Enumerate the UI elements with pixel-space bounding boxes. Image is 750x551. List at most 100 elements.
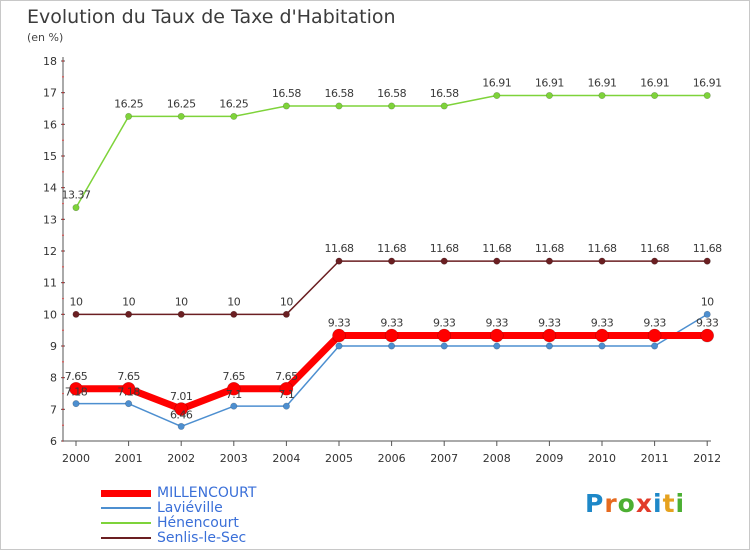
data-point-millencourt (69, 381, 83, 396)
y-tick-label: 15 (43, 150, 57, 163)
data-point-millencourt (595, 328, 609, 343)
data-point-henencourt (177, 112, 185, 120)
data-point-senlis-le-sec (72, 310, 80, 318)
data-point-lavieville (598, 342, 606, 350)
data-label-millencourt: 9.33 (696, 317, 719, 330)
data-point-senlis-le-sec (282, 310, 290, 318)
data-label-senlis-le-sec: 10 (280, 295, 293, 308)
data-point-lavieville (493, 342, 501, 350)
data-label-henencourt: 13.37 (62, 189, 91, 202)
y-minor-mark (62, 297, 64, 300)
data-label-senlis-le-sec: 10 (175, 295, 188, 308)
data-label-millencourt: 9.33 (328, 317, 351, 330)
data-label-senlis-le-sec: 10 (122, 295, 135, 308)
legend-swatch (101, 507, 151, 509)
data-label-henencourt: 16.25 (167, 97, 196, 110)
data-label-henencourt: 16.91 (588, 77, 617, 90)
data-point-millencourt (489, 328, 504, 343)
data-point-senlis-le-sec (545, 257, 553, 265)
data-point-millencourt (227, 381, 241, 396)
y-minor-mark (62, 155, 64, 157)
data-point-henencourt (335, 102, 343, 110)
data-label-henencourt: 16.58 (325, 87, 354, 100)
logo-letter: i (653, 489, 663, 518)
data-point-senlis-le-sec (651, 257, 659, 265)
data-label-henencourt: 16.58 (272, 87, 301, 100)
y-tick-label: 13 (43, 213, 57, 226)
data-point-millencourt (121, 381, 136, 396)
data-point-lavieville (703, 310, 711, 318)
x-tick-label: 2011 (641, 452, 669, 465)
data-label-millencourt: 9.33 (538, 317, 561, 330)
y-minor-mark (62, 281, 64, 284)
y-tick-label: 16 (43, 118, 57, 131)
y-tick-label: 14 (43, 182, 57, 195)
data-point-millencourt (279, 381, 294, 396)
data-point-senlis-le-sec (335, 257, 343, 265)
y-minor-mark (62, 107, 64, 110)
data-point-senlis-le-sec (703, 257, 711, 265)
y-tick-label: 12 (43, 245, 57, 258)
y-minor-mark (62, 329, 64, 331)
y-tick-label: 9 (50, 340, 57, 353)
data-label-senlis-le-sec: 11.68 (535, 242, 564, 255)
chart-title: Evolution du Taux de Taxe d'Habitation (27, 6, 396, 28)
data-label-millencourt: 7.01 (170, 390, 193, 403)
data-label-lavieville: 7.1 (278, 388, 294, 401)
legend-swatch (101, 522, 151, 524)
data-point-henencourt (545, 92, 553, 100)
data-label-henencourt: 16.91 (535, 77, 564, 90)
y-tick-label: 17 (43, 87, 57, 100)
data-label-senlis-le-sec: 11.68 (482, 242, 511, 255)
data-label-millencourt: 9.33 (433, 317, 456, 330)
data-point-henencourt (703, 92, 711, 100)
x-tick-label: 2012 (693, 452, 721, 465)
data-label-senlis-le-sec: 11.68 (325, 242, 354, 255)
y-tick-label: 11 (43, 277, 57, 290)
y-tick-label: 7 (50, 403, 57, 416)
data-point-henencourt (388, 102, 396, 110)
y-minor-mark (62, 345, 64, 347)
data-point-lavieville (388, 342, 396, 350)
legend-label: Senlis-le-Sec (157, 530, 247, 546)
y-minor-mark (62, 60, 64, 62)
y-minor-mark (62, 234, 64, 236)
y-minor-mark (62, 266, 64, 268)
data-point-lavieville (335, 342, 343, 350)
y-minor-mark (62, 376, 64, 379)
data-label-senlis-le-sec: 10 (227, 295, 240, 308)
data-label-henencourt: 16.58 (430, 87, 459, 100)
data-point-henencourt (125, 112, 133, 120)
x-tick-label: 2009 (535, 452, 563, 465)
data-label-lavieville: 10 (701, 295, 714, 308)
logo-letter: P (585, 489, 605, 518)
legend-item: MILLENCOURT (101, 485, 361, 501)
chart-unit-label: (en %) (27, 31, 64, 44)
data-point-henencourt (493, 92, 501, 100)
data-point-senlis-le-sec (440, 257, 448, 265)
data-label-senlis-le-sec: 11.68 (377, 242, 406, 255)
y-minor-mark (62, 408, 64, 411)
data-label-henencourt: 16.91 (482, 77, 511, 90)
y-minor-mark (62, 392, 64, 395)
data-point-millencourt (647, 328, 662, 343)
legend-item: Senlis-le-Sec (101, 530, 361, 546)
y-minor-mark (62, 139, 64, 141)
y-tick-label: 18 (43, 55, 57, 68)
data-label-lavieville: 6.46 (170, 408, 193, 421)
data-point-lavieville (125, 400, 133, 408)
y-minor-mark (62, 91, 64, 94)
data-label-senlis-le-sec: 11.68 (588, 242, 617, 255)
data-point-lavieville (177, 422, 185, 430)
data-point-millencourt (437, 328, 452, 343)
data-label-henencourt: 16.58 (377, 87, 406, 100)
legend-label: Laviéville (157, 500, 223, 516)
data-label-millencourt: 7.65 (65, 370, 88, 383)
data-label-senlis-le-sec: 11.68 (640, 242, 669, 255)
logo-letter: t (662, 489, 676, 518)
data-label-millencourt: 9.33 (380, 317, 403, 330)
y-minor-mark (62, 361, 64, 363)
logo-letter: o (617, 489, 636, 518)
data-label-millencourt: 7.65 (117, 370, 140, 383)
data-label-lavieville: 7.1 (226, 388, 242, 401)
